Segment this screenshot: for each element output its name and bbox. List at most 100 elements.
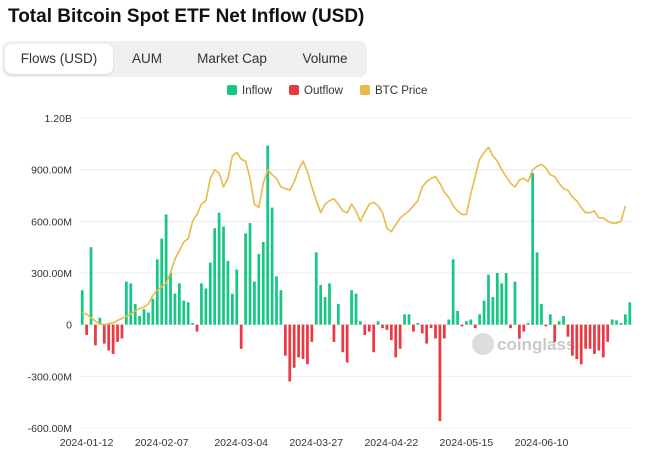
inflow-bar[interactable] bbox=[235, 269, 239, 325]
outflow-bar[interactable] bbox=[310, 324, 314, 342]
outflow-bar[interactable] bbox=[438, 324, 442, 422]
outflow-bar[interactable] bbox=[473, 324, 477, 329]
inflow-bar[interactable] bbox=[226, 260, 230, 325]
inflow-bar[interactable] bbox=[447, 319, 451, 325]
inflow-bar[interactable] bbox=[314, 252, 318, 325]
inflow-bar[interactable] bbox=[540, 304, 543, 325]
tab-aum[interactable]: AUM bbox=[132, 51, 162, 66]
inflow-bar[interactable] bbox=[526, 322, 530, 325]
legend-outflow[interactable]: Outflow bbox=[289, 84, 343, 98]
inflow-bar[interactable] bbox=[469, 319, 473, 325]
outflow-bar[interactable] bbox=[597, 324, 601, 351]
outflow-bar[interactable] bbox=[385, 324, 389, 330]
inflow-bar[interactable] bbox=[495, 273, 499, 325]
outflow-bar[interactable] bbox=[195, 324, 199, 332]
inflow-bar[interactable] bbox=[562, 316, 565, 325]
inflow-bar[interactable] bbox=[615, 320, 618, 325]
outflow-bar[interactable] bbox=[398, 324, 402, 349]
outflow-bar[interactable] bbox=[584, 324, 588, 349]
btc-price-line[interactable] bbox=[81, 146, 627, 326]
outflow-bar[interactable] bbox=[292, 324, 296, 368]
outflow-bar[interactable] bbox=[566, 324, 570, 337]
inflow-bar[interactable] bbox=[208, 262, 212, 325]
outflow-bar[interactable] bbox=[389, 324, 393, 341]
inflow-bar[interactable] bbox=[147, 312, 150, 325]
inflow-bar[interactable] bbox=[328, 283, 331, 325]
inflow-bar[interactable] bbox=[155, 259, 159, 325]
inflow-bar[interactable] bbox=[266, 145, 270, 325]
outflow-bar[interactable] bbox=[94, 324, 97, 346]
inflow-bar[interactable] bbox=[376, 321, 380, 325]
inflow-bar[interactable] bbox=[89, 247, 93, 325]
outflow-bar[interactable] bbox=[593, 324, 596, 354]
outflow-bar[interactable] bbox=[120, 324, 124, 339]
inflow-bar[interactable] bbox=[531, 173, 535, 325]
inflow-bar[interactable] bbox=[416, 322, 420, 325]
outflow-bar[interactable] bbox=[283, 324, 287, 356]
inflow-bar[interactable] bbox=[160, 238, 164, 325]
outflow-bar[interactable] bbox=[425, 324, 429, 344]
inflow-bar[interactable] bbox=[142, 309, 146, 325]
inflow-bar[interactable] bbox=[138, 316, 141, 325]
inflow-bar[interactable] bbox=[504, 273, 508, 325]
inflow-bar[interactable] bbox=[336, 304, 340, 325]
inflow-bar[interactable] bbox=[407, 314, 411, 325]
inflow-bar[interactable] bbox=[319, 285, 323, 325]
outflow-bar[interactable] bbox=[460, 324, 464, 327]
inflow-bar[interactable] bbox=[164, 214, 168, 325]
inflow-bar[interactable] bbox=[200, 283, 203, 325]
outflow-bar[interactable] bbox=[107, 324, 111, 351]
outflow-bar[interactable] bbox=[571, 324, 574, 356]
inflow-bar[interactable] bbox=[275, 276, 278, 325]
outflow-bar[interactable] bbox=[544, 324, 548, 327]
inflow-bar[interactable] bbox=[350, 290, 353, 325]
inflow-bar[interactable] bbox=[80, 290, 84, 325]
outflow-bar[interactable] bbox=[111, 324, 115, 354]
inflow-bar[interactable] bbox=[482, 300, 486, 325]
outflow-bar[interactable] bbox=[288, 324, 292, 382]
outflow-bar[interactable] bbox=[85, 324, 88, 335]
outflow-bar[interactable] bbox=[553, 324, 557, 342]
tab-market-cap[interactable]: Market Cap bbox=[197, 51, 267, 66]
inflow-bar[interactable] bbox=[124, 281, 128, 325]
inflow-bar[interactable] bbox=[535, 252, 539, 325]
inflow-bar[interactable] bbox=[403, 314, 406, 325]
legend-inflow[interactable]: Inflow bbox=[227, 84, 272, 98]
inflow-bar[interactable] bbox=[169, 273, 172, 325]
inflow-bar[interactable] bbox=[177, 283, 181, 325]
outflow-bar[interactable] bbox=[575, 324, 579, 360]
inflow-bar[interactable] bbox=[500, 283, 504, 325]
inflow-bar[interactable] bbox=[359, 321, 362, 325]
inflow-bar[interactable] bbox=[133, 304, 137, 325]
inflow-bar[interactable] bbox=[151, 298, 155, 325]
inflow-bar[interactable] bbox=[491, 297, 495, 325]
inflow-bar[interactable] bbox=[248, 223, 252, 325]
outflow-bar[interactable] bbox=[381, 324, 384, 329]
outflow-bar[interactable] bbox=[394, 324, 398, 358]
inflow-bar[interactable] bbox=[213, 228, 217, 325]
outflow-bar[interactable] bbox=[429, 324, 433, 329]
outflow-bar[interactable] bbox=[420, 324, 424, 334]
outflow-bar[interactable] bbox=[363, 324, 367, 335]
inflow-bar[interactable] bbox=[222, 226, 225, 325]
outflow-bar[interactable] bbox=[509, 324, 512, 329]
inflow-bar[interactable] bbox=[279, 290, 283, 325]
legend-btc-price[interactable]: BTC Price bbox=[360, 84, 427, 98]
outflow-bar[interactable] bbox=[522, 324, 526, 332]
inflow-bar[interactable] bbox=[323, 297, 327, 325]
outflow-bar[interactable] bbox=[434, 324, 437, 339]
inflow-bar[interactable] bbox=[244, 233, 247, 325]
inflow-bar[interactable] bbox=[557, 321, 561, 325]
inflow-bar[interactable] bbox=[465, 321, 468, 325]
outflow-bar[interactable] bbox=[442, 324, 446, 339]
inflow-bar[interactable] bbox=[217, 212, 221, 325]
inflow-bar[interactable] bbox=[98, 317, 102, 325]
outflow-bar[interactable] bbox=[518, 324, 521, 339]
outflow-bar[interactable] bbox=[301, 324, 305, 360]
inflow-bar[interactable] bbox=[253, 281, 256, 325]
outflow-bar[interactable] bbox=[102, 324, 106, 344]
outflow-bar[interactable] bbox=[367, 324, 371, 332]
inflow-bar[interactable] bbox=[548, 314, 552, 325]
outflow-bar[interactable] bbox=[579, 324, 583, 365]
inflow-bar[interactable] bbox=[191, 322, 194, 325]
